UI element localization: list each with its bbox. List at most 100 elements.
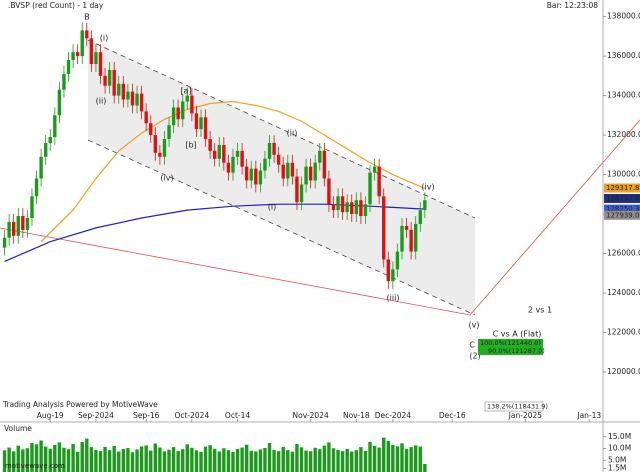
wave-label: (ii) [96, 97, 107, 106]
candle-body [208, 139, 212, 151]
volume-bar [240, 447, 244, 472]
volume-bar [231, 452, 235, 472]
volume-bar [276, 451, 281, 472]
price-tag-label: 128790.0 [606, 194, 639, 202]
price-tag [604, 183, 640, 193]
candle-body [244, 166, 249, 181]
wave-label: (iv) [421, 183, 434, 192]
candle-body [75, 52, 80, 57]
volume-bar [153, 443, 158, 472]
candle-body [290, 162, 295, 177]
candle-body [185, 95, 189, 102]
wave-label: C [469, 341, 475, 350]
wave-label: 2 vs 1 [528, 306, 552, 315]
volume-bar [181, 449, 185, 472]
volume-tick-label: 1.5M [608, 463, 626, 472]
candle-body [235, 150, 240, 157]
volume-bar [25, 448, 30, 472]
y-tick-label: 130000.0 [607, 170, 640, 179]
volume-bar [34, 444, 39, 472]
candle-body [340, 196, 345, 213]
volume-bar [263, 448, 267, 472]
candle-body [359, 200, 363, 217]
x-tick-label: Oct-14 [225, 411, 250, 420]
candle-body [43, 142, 48, 157]
volume-bar [414, 445, 418, 472]
volume-bar [176, 451, 180, 472]
volume-bar [217, 451, 221, 472]
candle-body [414, 223, 418, 252]
price-tag-label: 127939.0 [606, 211, 639, 219]
volume-bar [62, 447, 66, 472]
volume-bar [331, 448, 336, 472]
price-tag [604, 210, 640, 220]
volume-bar [130, 452, 135, 472]
candle-body [327, 178, 331, 205]
volume-bar [295, 444, 299, 472]
x-tick-label: Nov-2024 [293, 411, 329, 420]
wave-label: (iii) [387, 294, 400, 303]
volume-bar [222, 448, 226, 472]
candle-body [377, 166, 381, 197]
wave-label: (iv) [160, 174, 173, 183]
volume-bar [16, 445, 20, 472]
volume-bar [75, 451, 80, 472]
volume-tick-label: 5.0M [608, 455, 626, 464]
candle-body [80, 30, 84, 57]
volume-bar [386, 440, 390, 472]
x-tick-label: Aug-19 [37, 411, 64, 420]
candle-body [372, 166, 377, 173]
volume-bar [290, 451, 295, 472]
candle-body [12, 221, 16, 236]
volume-bar [158, 447, 162, 472]
volume-bar [53, 444, 57, 472]
volume-bar [363, 450, 368, 472]
candle-body [149, 123, 153, 136]
y-tick-label: 136000.0 [607, 51, 640, 60]
candle-body [57, 89, 62, 116]
volume-bar [359, 447, 363, 472]
candle-body [272, 142, 276, 155]
candle-body [254, 168, 258, 185]
volume-bar [404, 448, 409, 472]
candle-body [423, 200, 427, 211]
volume-tick-label: 10.0M [608, 444, 631, 453]
volume-bar [267, 442, 272, 472]
candle-body [276, 154, 281, 165]
volume-bar [409, 447, 413, 472]
volume-bar [48, 448, 52, 472]
candle-body [62, 73, 66, 90]
y-tick-label: 120000.0 [607, 367, 640, 376]
volume-bar [80, 441, 84, 472]
candle-body [190, 95, 194, 114]
watermark: motivewave.com [5, 462, 65, 470]
candle-body [53, 115, 57, 138]
candle-body [400, 225, 404, 252]
candle-body [217, 144, 221, 159]
candle-body [222, 144, 226, 163]
candle-body [66, 60, 71, 74]
candle-body [263, 158, 267, 171]
volume-bar [313, 447, 317, 472]
volume-bar [126, 448, 130, 472]
wave-label: [a] [180, 87, 191, 96]
y-tick-label: 138000.0 [607, 12, 640, 21]
candle-body [318, 150, 322, 163]
volume-bar [258, 449, 263, 472]
volume-bar [71, 444, 75, 472]
volume-bar [171, 447, 176, 472]
volume-bar [249, 450, 253, 472]
volume-bar [144, 445, 148, 472]
candle-body [103, 75, 107, 86]
candle-body [409, 229, 413, 252]
fib-box [478, 339, 543, 355]
candle-body [89, 38, 94, 64]
volume-bar [149, 450, 153, 472]
candle-body [181, 101, 185, 120]
candle-body [395, 251, 400, 270]
wave-label: (2) [469, 352, 480, 361]
volume-bar [194, 450, 199, 472]
volume-bar [372, 445, 377, 472]
candle-body [404, 225, 409, 230]
channel-lower [87, 139, 476, 316]
